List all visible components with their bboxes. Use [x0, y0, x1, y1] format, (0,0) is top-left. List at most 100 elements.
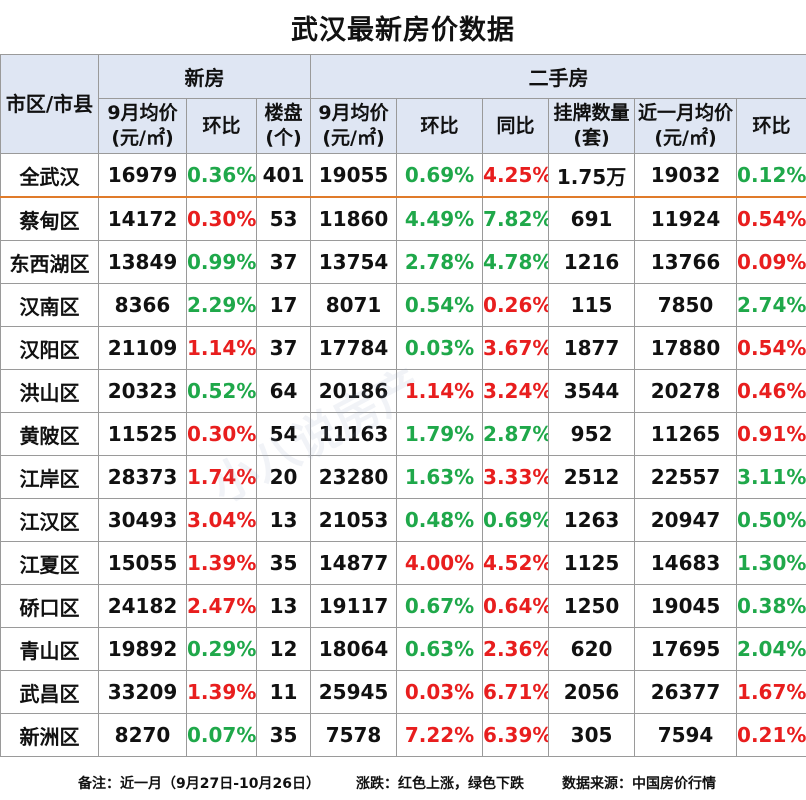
second-mom-cell: 0.03%	[396, 670, 484, 714]
listings-cell: 1.75万	[548, 153, 636, 198]
group-header-row: 市区/市县 新房 二手房	[0, 54, 806, 154]
table-row: 黄陂区 11525 0.30% 54 11163 1.79% 2.87% 952 11265 0.…	[0, 412, 806, 456]
second-mom-cell: 4.00%	[396, 541, 484, 585]
new-mom-cell: 1.39%	[186, 541, 257, 585]
listings-cell: 2512	[548, 455, 636, 499]
district-name: 江夏区	[0, 541, 99, 585]
recent-mom-cell: 0.54%	[736, 196, 806, 241]
second-mom-header: 环比	[396, 98, 484, 154]
projects-cell: 35	[255, 713, 312, 757]
second-price-cell: 7578	[310, 713, 398, 757]
new-mom-header: 环比	[186, 98, 257, 154]
district-name: 蔡甸区	[0, 196, 99, 241]
second-yoy-cell: 2.87%	[482, 412, 550, 456]
recent-price-cell: 17880	[634, 326, 738, 370]
projects-cell: 17	[255, 283, 312, 327]
new-price-cell: 14172	[98, 196, 187, 241]
projects-cell: 54	[255, 412, 312, 456]
second-yoy-cell: 6.39%	[482, 713, 550, 757]
second-price-cell: 18064	[310, 627, 398, 671]
new-mom-cell: 1.14%	[186, 326, 257, 370]
footer-legend: 涨跌：红色上涨，绿色下跌	[356, 776, 524, 792]
new-price-cell: 33209	[98, 670, 187, 714]
projects-cell: 64	[255, 369, 312, 413]
second-price-cell: 23280	[310, 455, 398, 499]
second-mom-cell: 0.63%	[396, 627, 484, 671]
new-price-cell: 20323	[98, 369, 187, 413]
new-mom-cell: 0.30%	[186, 196, 257, 241]
new-price-cell: 24182	[98, 584, 187, 628]
new-mom-cell: 0.52%	[186, 369, 257, 413]
second-mom-cell: 0.67%	[396, 584, 484, 628]
second-price-cell: 21053	[310, 498, 398, 542]
projects-cell: 20	[255, 455, 312, 499]
projects-header: 楼盘(个)	[255, 98, 312, 154]
column-header-row: 9月均价(元/㎡) 环比 楼盘(个) 9月均价(元/㎡) 环比 同比 挂牌数量(…	[1, 98, 806, 154]
recent-price-cell: 20278	[634, 369, 738, 413]
footer: 备注：近一月（9月27日-10月26日） 涨跌：红色上涨，绿色下跌 数据来源：中…	[0, 766, 806, 800]
second-mom-cell: 1.79%	[396, 412, 484, 456]
second-yoy-cell: 0.26%	[482, 283, 550, 327]
second-price-cell: 20186	[310, 369, 398, 413]
second-mom-cell: 0.69%	[396, 153, 484, 198]
second-yoy-cell: 0.64%	[482, 584, 550, 628]
projects-cell: 35	[255, 541, 312, 585]
recent-price-cell: 13766	[634, 240, 738, 284]
new-mom-cell: 0.99%	[186, 240, 257, 284]
district-column-header: 市区/市县	[0, 54, 99, 154]
projects-cell: 13	[255, 584, 312, 628]
new-price-cell: 11525	[98, 412, 187, 456]
listings-cell: 3544	[548, 369, 636, 413]
new-mom-cell: 2.47%	[186, 584, 257, 628]
recent-mom-cell: 2.04%	[736, 627, 806, 671]
recent-mom-cell: 0.46%	[736, 369, 806, 413]
new-price-cell: 8366	[98, 283, 187, 327]
second-price-header: 9月均价(元/㎡)	[310, 98, 398, 154]
projects-cell: 37	[255, 240, 312, 284]
second-yoy-cell: 3.67%	[482, 326, 550, 370]
second-price-cell: 25945	[310, 670, 398, 714]
table-row: 青山区 19892 0.29% 12 18064 0.63% 2.36% 620 17695 2.…	[0, 627, 806, 671]
recent-mom-cell: 0.09%	[736, 240, 806, 284]
new-price-cell: 21109	[98, 326, 187, 370]
listings-cell: 1250	[548, 584, 636, 628]
page-title: 武汉最新房价数据	[291, 14, 515, 46]
second-yoy-cell: 4.25%	[482, 153, 550, 198]
recent-price-cell: 14683	[634, 541, 738, 585]
second-price-cell: 13754	[310, 240, 398, 284]
recent-price-cell: 7594	[634, 713, 738, 757]
listings-cell: 691	[548, 196, 636, 241]
recent-mom-cell: 0.38%	[736, 584, 806, 628]
recent-mom-cell: 1.67%	[736, 670, 806, 714]
recent-mom-cell: 2.74%	[736, 283, 806, 327]
listings-cell: 2056	[548, 670, 636, 714]
new-price-header: 9月均价(元/㎡)	[98, 98, 187, 154]
recent-mom-cell: 0.50%	[736, 498, 806, 542]
district-name: 武昌区	[0, 670, 99, 714]
recent-price-cell: 20947	[634, 498, 738, 542]
new-price-cell: 16979	[98, 153, 187, 198]
second-yoy-cell: 4.52%	[482, 541, 550, 585]
recent-mom-cell: 3.11%	[736, 455, 806, 499]
footer-note: 备注：近一月（9月27日-10月26日）	[78, 776, 320, 792]
new-mom-cell: 0.29%	[186, 627, 257, 671]
projects-cell: 401	[255, 153, 312, 198]
recent-price-cell: 22557	[634, 455, 738, 499]
second-yoy-cell: 7.82%	[482, 196, 550, 241]
new-mom-cell: 0.30%	[186, 412, 257, 456]
new-house-group-header: 新房	[97, 54, 312, 99]
projects-cell: 11	[255, 670, 312, 714]
second-yoy-header: 同比	[482, 98, 550, 154]
second-hand-group-header: 二手房	[310, 54, 806, 99]
table-row: 硚口区 24182 2.47% 13 19117 0.67% 0.64% 1250 19045 0…	[0, 584, 806, 628]
second-price-cell: 11860	[310, 196, 398, 241]
recent-price-cell: 26377	[634, 670, 738, 714]
district-name: 江汉区	[0, 498, 99, 542]
table-row: 江汉区 30493 3.04% 13 21053 0.48% 0.69% 1263 20947 0…	[0, 498, 806, 542]
recent-mom-cell: 0.54%	[736, 326, 806, 370]
projects-cell: 53	[255, 196, 312, 241]
new-price-cell: 15055	[98, 541, 187, 585]
projects-cell: 12	[255, 627, 312, 671]
projects-cell: 13	[255, 498, 312, 542]
